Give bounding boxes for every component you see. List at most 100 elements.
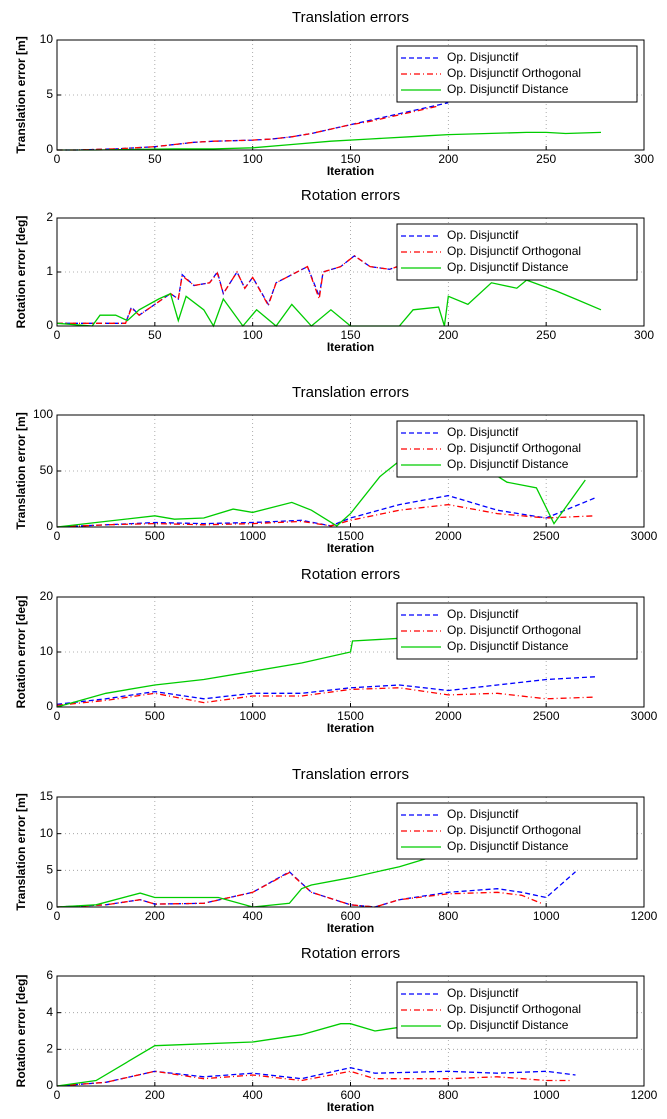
x-tick-label: 250 (536, 328, 556, 342)
x-tick-label: 1000 (533, 1088, 560, 1102)
series-line (57, 102, 449, 151)
x-tick-label: 1000 (533, 909, 560, 923)
subplot: Translation errors 0 50 100 150 200 250 300 0 5 10… (14, 9, 654, 178)
y-tick-label: 4 (46, 1005, 53, 1019)
series-line (57, 105, 439, 151)
subplot-title: Translation errors (292, 9, 409, 26)
legend-label: Op. Disjunctif (447, 607, 519, 621)
x-tick-label: 500 (145, 709, 165, 723)
subplot: Rotation errors 0 200 400 600 800 1000 1200 0 2 4 6… (14, 945, 657, 1114)
x-tick-label: 800 (438, 909, 458, 923)
x-tick-label: 200 (145, 1088, 165, 1102)
legend-label: Op. Disjunctif Orthogonal (447, 1002, 581, 1016)
legend-label: Op. Disjunctif Orthogonal (447, 441, 581, 455)
y-tick-label: 10 (40, 826, 54, 840)
series-line (56, 1023, 400, 1087)
subplot: Translation errors 0 200 400 600 800 1000 1200 0… (14, 766, 657, 935)
legend: Op. Disjunctif Op. Disjunctif Orthogonal O… (396, 802, 638, 860)
plot-frame (56, 975, 645, 1087)
y-axis-label: Rotation error [deg] (14, 216, 28, 329)
y-tick-label: 2 (46, 1042, 53, 1056)
y-axis-label: Translation error [m] (14, 412, 28, 529)
legend-label: Op. Disjunctif (447, 425, 519, 439)
x-axis-label: Iteration (327, 541, 374, 555)
legend-label: Op. Disjunctif Orthogonal (447, 66, 581, 80)
y-tick-label: 6 (46, 968, 53, 982)
subplot-title: Rotation errors (301, 566, 400, 583)
x-tick-label: 2500 (533, 709, 560, 723)
series-line (56, 871, 576, 908)
series-line (56, 494, 596, 528)
legend-label: Op. Disjunctif (447, 50, 519, 64)
y-tick-label: 15 (40, 789, 54, 803)
legend-label: Op. Disjunctif Distance (447, 260, 569, 274)
series-line (56, 279, 602, 328)
x-tick-label: 200 (145, 909, 165, 923)
x-tick-label: 2500 (533, 529, 560, 543)
x-axis-label: Iteration (327, 921, 374, 935)
x-tick-label: 2000 (435, 529, 462, 543)
x-tick-label: 400 (243, 1088, 263, 1102)
legend-label: Op. Disjunctif Orthogonal (447, 823, 581, 837)
x-tick-label: 200 (438, 152, 458, 166)
subplot: Rotation errors 0 50 100 150 200 250 300 0 1 2 Op. … (14, 187, 654, 354)
x-tick-label: 600 (340, 909, 360, 923)
y-tick-label: 5 (46, 863, 53, 877)
x-tick-label: 0 (54, 1088, 61, 1102)
x-tick-label: 1200 (631, 1088, 658, 1102)
x-tick-label: 3000 (631, 709, 658, 723)
legend: Op. Disjunctif Op. Disjunctif Orthogonal O… (396, 420, 638, 478)
plot-frame (56, 217, 645, 327)
x-axis-label: Iteration (327, 164, 374, 178)
plot-frame (56, 596, 645, 708)
x-axis-label: Iteration (327, 721, 374, 735)
x-tick-label: 300 (634, 328, 654, 342)
legend: Op. Disjunctif Op. Disjunctif Orthogonal O… (396, 223, 638, 281)
x-tick-label: 800 (438, 1088, 458, 1102)
x-tick-label: 1000 (239, 709, 266, 723)
x-axis-label: Iteration (327, 340, 374, 354)
series-line (56, 676, 596, 705)
x-tick-label: 2000 (435, 709, 462, 723)
legend-label: Op. Disjunctif Distance (447, 1018, 569, 1032)
subplot-title: Translation errors (292, 384, 409, 401)
x-tick-label: 1500 (337, 709, 364, 723)
legend-label: Op. Disjunctif Distance (447, 82, 569, 96)
x-tick-label: 0 (54, 328, 61, 342)
y-axis-label: Translation error [m] (14, 36, 28, 153)
x-tick-label: 300 (634, 152, 654, 166)
x-tick-label: 1200 (631, 909, 658, 923)
y-tick-label: 10 (40, 32, 54, 46)
y-axis-label: Rotation error [deg] (14, 596, 28, 709)
x-tick-label: 150 (340, 152, 360, 166)
x-tick-label: 400 (243, 909, 263, 923)
series-line (56, 447, 586, 528)
y-tick-label: 100 (33, 407, 53, 421)
x-tick-label: 500 (145, 529, 165, 543)
x-tick-label: 50 (148, 328, 162, 342)
legend-label: Op. Disjunctif Orthogonal (447, 244, 581, 258)
y-tick-label: 2 (46, 210, 53, 224)
x-tick-label: 1500 (337, 529, 364, 543)
x-tick-label: 100 (243, 328, 263, 342)
subplot-title: Translation errors (292, 766, 409, 783)
y-tick-label: 0 (46, 142, 53, 156)
series-line (56, 503, 596, 528)
legend-label: Op. Disjunctif Distance (447, 457, 569, 471)
plot-frame (56, 414, 645, 528)
y-tick-label: 20 (40, 589, 54, 603)
y-tick-label: 0 (46, 1078, 53, 1092)
x-tick-label: 600 (340, 1088, 360, 1102)
x-tick-label: 250 (536, 152, 556, 166)
y-tick-label: 50 (40, 463, 54, 477)
x-tick-label: 1000 (239, 529, 266, 543)
y-tick-label: 10 (40, 644, 54, 658)
legend: Op. Disjunctif Op. Disjunctif Orthogonal O… (396, 981, 638, 1039)
series-line (57, 254, 419, 324)
series-line (56, 1067, 576, 1087)
series-line (56, 851, 449, 908)
y-tick-label: 0 (46, 699, 53, 713)
subplot-title: Rotation errors (301, 187, 400, 204)
plot-frame (56, 39, 645, 151)
